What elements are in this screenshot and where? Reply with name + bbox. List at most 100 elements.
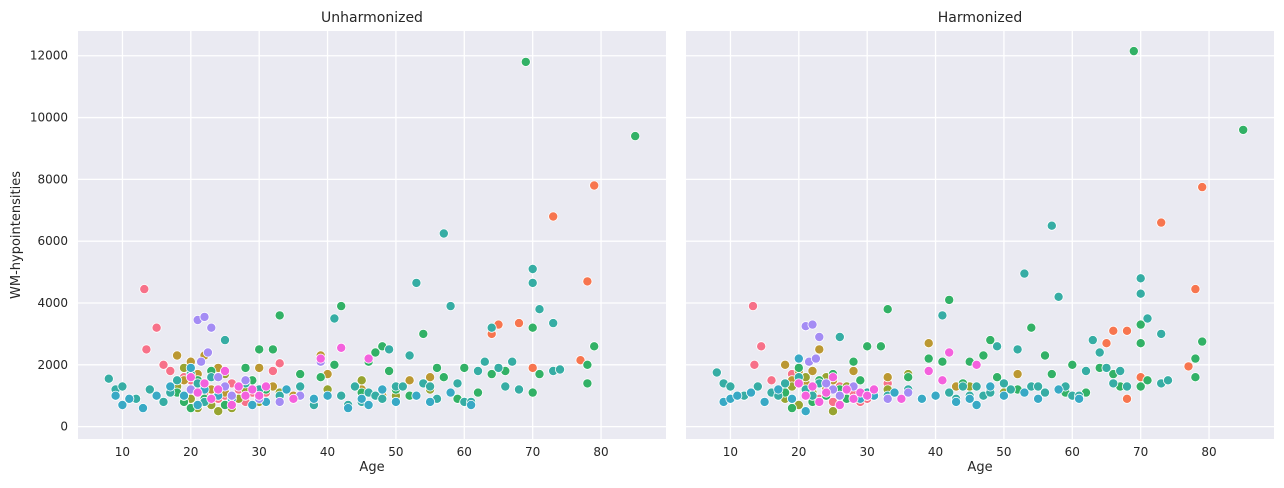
data-point [370, 347, 381, 358]
data-point [172, 375, 183, 386]
data-point [1108, 378, 1119, 389]
data-point [862, 341, 873, 352]
data-point [151, 390, 162, 401]
data-point [219, 365, 230, 376]
y-tick-label: 4000 [37, 296, 68, 310]
data-point [582, 378, 593, 389]
y-tick-label: 2000 [37, 358, 68, 372]
data-point [254, 344, 265, 355]
x-tick-label: 20 [791, 445, 806, 459]
data-point [746, 387, 757, 398]
data-point [1019, 268, 1030, 279]
x-tick-label: 30 [860, 445, 875, 459]
data-point [500, 381, 511, 392]
data-point [869, 384, 880, 395]
data-point [780, 378, 791, 389]
data-point [479, 356, 490, 367]
data-point [103, 373, 114, 384]
data-point [828, 406, 839, 417]
data-point [903, 387, 914, 398]
data-point [930, 390, 941, 401]
x-tick-label: 10 [115, 445, 130, 459]
data-point [944, 294, 955, 305]
data-point [1197, 336, 1208, 347]
data-point [1005, 384, 1016, 395]
data-point [117, 381, 128, 392]
data-point [322, 390, 333, 401]
data-point [575, 355, 586, 366]
x-tick-label: 30 [252, 445, 267, 459]
data-point [834, 399, 845, 410]
data-point [855, 375, 866, 386]
data-point [206, 322, 217, 333]
y-tick-label: 0 [60, 420, 68, 434]
data-point [1197, 182, 1208, 193]
x-ticks-harmonized: 10 20 30 40 50 60 70 80 [723, 445, 1217, 459]
data-point [725, 381, 736, 392]
data-point [971, 381, 982, 392]
data-point [139, 284, 150, 295]
data-point [445, 301, 456, 312]
data-point [520, 56, 531, 67]
data-point [807, 381, 818, 392]
data-point [821, 387, 832, 398]
data-point [295, 381, 306, 392]
y-tick-label: 10000 [30, 111, 68, 125]
data-point [582, 276, 593, 287]
data-point [814, 331, 825, 342]
data-point [1135, 319, 1146, 330]
data-point [903, 372, 914, 383]
data-point [527, 277, 538, 288]
data-point [514, 318, 525, 329]
data-point [807, 365, 818, 376]
data-point [192, 399, 203, 410]
grid-harmonized [686, 31, 1274, 439]
data-point [971, 359, 982, 370]
data-point [411, 277, 422, 288]
y-tick-label: 8000 [37, 172, 68, 186]
data-point [834, 331, 845, 342]
grid-unharmonized [78, 31, 666, 439]
panel-title-unharmonized: Unharmonized [321, 10, 423, 26]
data-point [1190, 372, 1201, 383]
data-point [787, 393, 798, 404]
data-point [418, 328, 429, 339]
data-point [589, 341, 600, 352]
data-point [527, 387, 538, 398]
data-point [240, 375, 251, 386]
data-point [192, 387, 203, 398]
data-point [985, 335, 996, 346]
data-point [1135, 288, 1146, 299]
x-axis-label-harmonized: Age [967, 460, 992, 475]
x-axis-label-unharmonized: Age [359, 460, 384, 475]
points-harmonized [711, 46, 1249, 417]
data-point [964, 393, 975, 404]
data-point [172, 350, 183, 361]
data-point [810, 353, 821, 364]
data-point [356, 393, 367, 404]
data-point [1183, 361, 1194, 372]
data-point [213, 384, 224, 395]
data-point [527, 263, 538, 274]
data-point [213, 406, 224, 417]
x-ticks-unharmonized: 10 20 30 40 50 60 70 80 [115, 445, 609, 459]
data-point [486, 369, 497, 380]
data-point [875, 341, 886, 352]
data-point [992, 372, 1003, 383]
x-tick-label: 70 [525, 445, 540, 459]
data-point [1094, 347, 1105, 358]
data-point [1135, 381, 1146, 392]
data-point [226, 390, 237, 401]
data-point [1040, 350, 1051, 361]
data-point [1081, 365, 1092, 376]
data-point [1019, 387, 1030, 398]
data-point [1190, 284, 1201, 295]
data-point [1135, 273, 1146, 284]
data-point [404, 375, 415, 386]
y-tick-label: 12000 [30, 49, 68, 63]
data-point [800, 406, 811, 417]
data-point [267, 365, 278, 376]
data-point [756, 341, 767, 352]
data-point [1122, 393, 1133, 404]
